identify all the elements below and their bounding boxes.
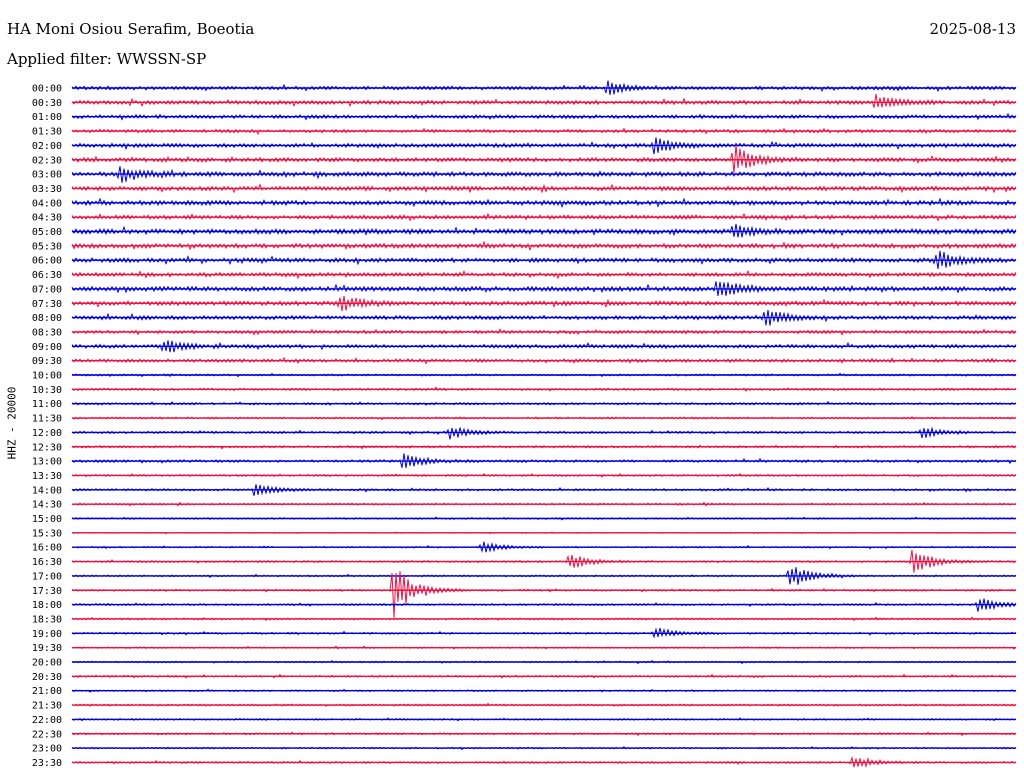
time-label-2330: 23:30	[32, 758, 62, 769]
time-label-1530: 15:30	[32, 528, 62, 539]
time-labels: 00:00 00:30 01:00 01:30 02:00 02:30 03:00 03:30…	[32, 84, 62, 769]
time-label-1700: 17:00	[32, 571, 62, 582]
time-label-0130: 01:30	[32, 127, 62, 138]
time-label-2000: 20:00	[32, 658, 62, 669]
time-label-1600: 16:00	[32, 543, 62, 554]
time-label-0530: 05:30	[32, 241, 62, 252]
time-label-1330: 13:30	[32, 471, 62, 482]
trace-row-0230	[71, 144, 1017, 173]
time-label-0230: 02:30	[32, 155, 62, 166]
time-label-0800: 08:00	[32, 313, 62, 324]
time-label-1630: 16:30	[32, 557, 62, 568]
seismic-traces	[71, 80, 1017, 768]
time-label-2200: 22:00	[32, 715, 62, 726]
time-label-1130: 11:30	[32, 414, 62, 425]
time-label-1030: 10:30	[32, 385, 62, 396]
time-label-0730: 07:30	[32, 299, 62, 310]
time-label-1830: 18:30	[32, 614, 62, 625]
time-label-1730: 17:30	[32, 586, 62, 597]
time-label-2230: 22:30	[32, 729, 62, 740]
time-label-0600: 06:00	[32, 256, 62, 267]
time-label-0500: 05:00	[32, 227, 62, 238]
time-label-1900: 19:00	[32, 629, 62, 640]
time-label-0100: 01:00	[32, 112, 62, 123]
time-label-0330: 03:30	[32, 184, 62, 195]
time-label-0830: 08:30	[32, 327, 62, 338]
trace-row-0500	[71, 223, 1017, 238]
time-label-0030: 00:30	[32, 98, 62, 109]
time-label-1400: 14:00	[32, 485, 62, 496]
trace-row-1900	[71, 627, 1017, 639]
time-label-1230: 12:30	[32, 442, 62, 453]
time-label-1100: 11:00	[32, 399, 62, 410]
time-label-0630: 06:30	[32, 270, 62, 281]
time-label-2030: 20:30	[32, 672, 62, 683]
date-label: 2025-08-13	[929, 20, 1016, 38]
trace-row-1730	[71, 571, 1017, 618]
time-label-1800: 18:00	[32, 600, 62, 611]
time-label-1430: 14:30	[32, 500, 62, 511]
time-label-0000: 00:00	[32, 84, 62, 95]
time-label-0930: 09:30	[32, 356, 62, 367]
time-label-0400: 04:00	[32, 198, 62, 209]
trace-row-0030	[71, 93, 1017, 109]
time-label-2130: 21:30	[32, 701, 62, 712]
time-label-1000: 10:00	[32, 371, 62, 382]
station-title: HA Moni Osiou Serafim, Boeotia	[7, 20, 255, 38]
trace-row-1200	[71, 426, 1017, 440]
time-label-0200: 02:00	[32, 141, 62, 152]
filter-label: Applied filter: WWSSN-SP	[7, 50, 207, 68]
time-label-0900: 09:00	[32, 342, 62, 353]
time-label-0300: 03:00	[32, 170, 62, 181]
time-label-1300: 13:00	[32, 457, 62, 468]
time-label-1200: 12:00	[32, 428, 62, 439]
time-label-1500: 15:00	[32, 514, 62, 525]
time-label-2300: 23:00	[32, 744, 62, 755]
time-label-2100: 21:00	[32, 686, 62, 697]
time-label-0700: 07:00	[32, 284, 62, 295]
time-label-0430: 04:30	[32, 213, 62, 224]
time-label-1930: 19:30	[32, 643, 62, 654]
